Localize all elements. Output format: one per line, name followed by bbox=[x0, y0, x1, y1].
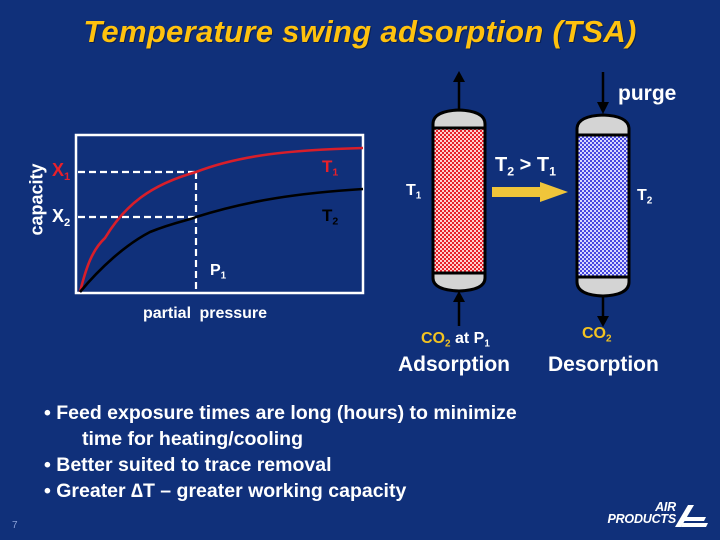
left-column-bed bbox=[431, 126, 487, 275]
outlet-arrow-head-icon bbox=[453, 71, 465, 82]
t2-curve-label: T2 bbox=[322, 206, 339, 228]
t1-curve bbox=[78, 146, 364, 293]
purge-label: purge bbox=[618, 82, 677, 105]
x1-label: X1 bbox=[52, 160, 71, 183]
x2-label: X2 bbox=[52, 206, 71, 229]
feed-arrow-head-icon bbox=[453, 291, 465, 302]
feed-label: CO2 at P1 bbox=[421, 330, 490, 350]
right-column-top-dome bbox=[575, 113, 631, 137]
chart-frame bbox=[74, 133, 365, 295]
purge-arrow-head-icon bbox=[597, 102, 609, 114]
p1-label: P1 bbox=[210, 262, 227, 282]
right-column-temperature: T2 bbox=[637, 187, 653, 207]
x-axis-label: partial pressure bbox=[143, 305, 268, 322]
left-column-temperature: T1 bbox=[406, 182, 422, 202]
desorption-label: Desorption bbox=[548, 353, 659, 376]
t2-curve bbox=[79, 187, 364, 293]
company-logo: AIR PRODUCTS bbox=[596, 501, 706, 531]
left-column-bottom-dome bbox=[431, 271, 487, 293]
t1-curve-label: T1 bbox=[322, 157, 339, 179]
product-arrow-head-icon bbox=[597, 316, 609, 327]
product-label: CO2 bbox=[582, 325, 612, 345]
transfer-arrow-icon bbox=[492, 182, 568, 202]
bullet-item-continuation: time for heating/cooling bbox=[82, 428, 304, 450]
bullet-list: • Feed exposure times are long (hours) t… bbox=[44, 400, 517, 504]
logo-line-2: PRODUCTS bbox=[607, 512, 676, 526]
air-products-logo-mark-icon bbox=[675, 505, 708, 527]
right-column-bottom-dome bbox=[575, 275, 631, 298]
page-number: 7 bbox=[12, 520, 18, 531]
temperature-comparison-label: T2 > T1 bbox=[495, 154, 557, 179]
bullet-item: • Feed exposure times are long (hours) t… bbox=[44, 402, 517, 424]
y-axis-label: capacity bbox=[26, 163, 47, 236]
right-column-bed bbox=[575, 133, 631, 279]
left-column-top-dome bbox=[431, 108, 487, 130]
bullet-item: • Better suited to trace removal bbox=[44, 454, 332, 476]
adsorption-label: Adsorption bbox=[398, 353, 510, 376]
logo-line-1: AIR bbox=[655, 500, 676, 514]
bullet-item: • Greater ∆T – greater working capacity bbox=[44, 480, 407, 502]
slide-title: Temperature swing adsorption (TSA) bbox=[83, 14, 637, 49]
